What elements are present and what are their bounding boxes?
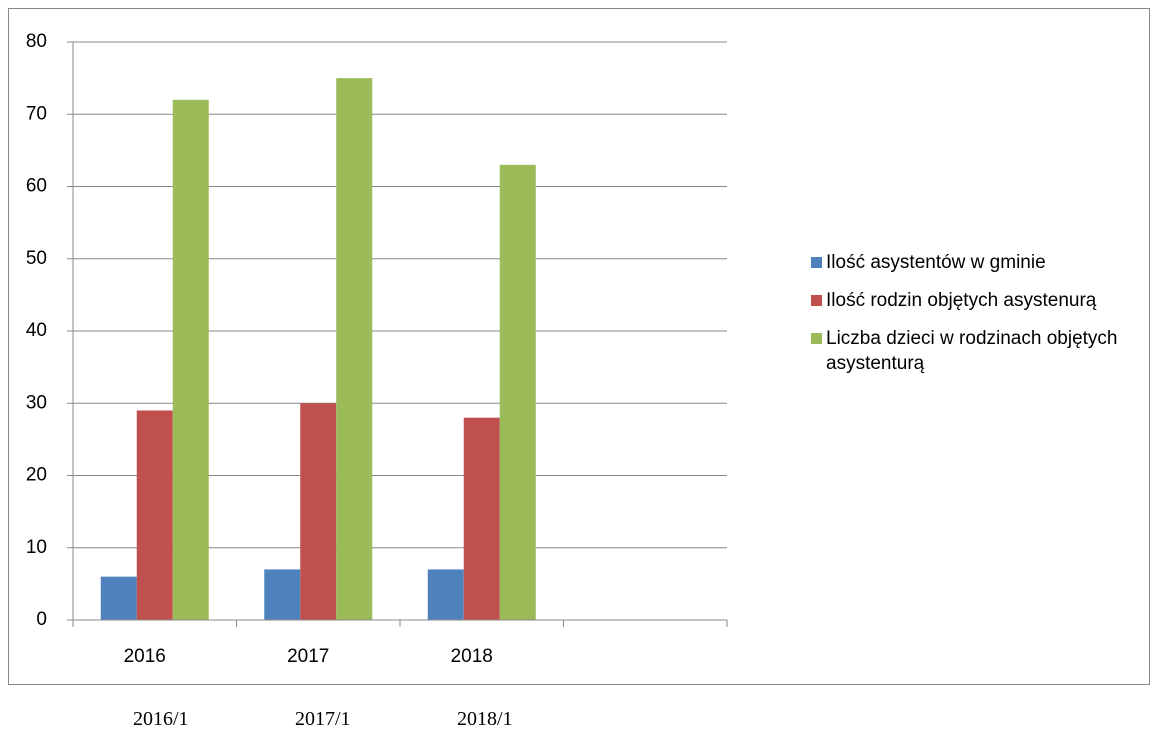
bar (427, 569, 464, 620)
bar (172, 99, 209, 621)
y-tick-label: 0 (36, 609, 47, 630)
bar (136, 410, 173, 620)
y-tick-label: 60 (26, 176, 47, 197)
x-tick-label: 2017 (287, 646, 329, 667)
bar (300, 403, 337, 620)
x-tick-label: 2018 (451, 646, 493, 667)
caption: 2018/1 (457, 708, 513, 730)
chart-frame (8, 8, 1150, 685)
legend-entry: Liczba dzieci w rodzinach objętych asyst… (811, 326, 1141, 376)
legend-label: Ilość asystentów w gminie (826, 252, 1046, 273)
bar (264, 569, 301, 620)
legend-swatch (811, 295, 822, 306)
legend-label: Liczba dzieci w rodzinach objętych asyst… (826, 328, 1118, 374)
legend-swatch (811, 333, 822, 344)
legend-swatch (811, 257, 822, 268)
legend-label: Ilość rodzin objętych asystenurą (826, 290, 1097, 311)
y-tick-label: 10 (26, 537, 47, 558)
y-tick-label: 40 (26, 320, 47, 341)
y-tick-label: 20 (26, 465, 47, 486)
x-tick-label: 2016 (124, 646, 166, 667)
legend-entry: Ilość asystentów w gminie (811, 250, 1141, 275)
y-tick-label: 30 (26, 392, 47, 413)
y-tick-label: 80 (26, 31, 47, 52)
legend-entry: Ilość rodzin objętych asystenurą (811, 288, 1141, 313)
bar (100, 576, 137, 620)
y-tick-label: 50 (26, 248, 47, 269)
y-tick-label: 70 (26, 103, 47, 124)
caption: 2017/1 (295, 708, 351, 730)
legend: Ilość asystentów w gminie Ilość rodzin ob… (811, 250, 1141, 389)
bar (499, 164, 536, 620)
bar (336, 78, 373, 620)
caption: 2016/1 (133, 708, 189, 730)
bar (463, 417, 500, 620)
